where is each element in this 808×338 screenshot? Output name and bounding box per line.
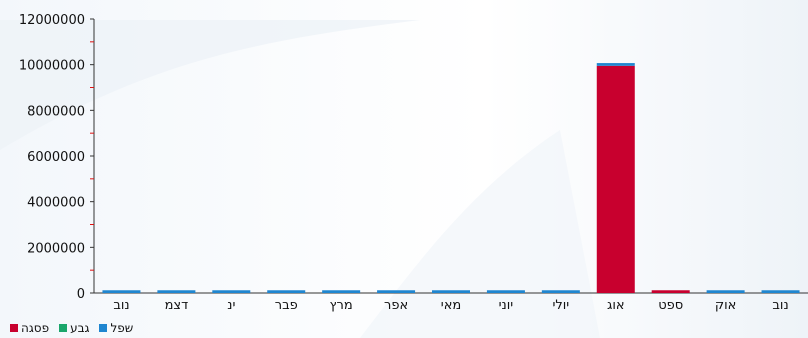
bar-segment <box>761 290 800 293</box>
x-tick-label: נוב <box>113 298 129 313</box>
bar-segment <box>377 290 416 293</box>
x-tick-label: יולי <box>552 298 569 313</box>
legend-swatch-low <box>99 324 108 332</box>
y-tick-label: 4000000 <box>27 196 85 211</box>
y-tick-label: 2000000 <box>27 241 85 256</box>
bar-segment <box>486 290 525 293</box>
y-tick-label: 12000000 <box>19 13 85 28</box>
legend-item-low: שפל <box>99 321 133 335</box>
legend-label-mid: גבע <box>70 321 90 335</box>
bar-segment <box>212 290 251 293</box>
legend-label-low: שפל <box>110 321 134 335</box>
bar-segment <box>596 65 635 293</box>
bar-segment <box>432 290 470 293</box>
x-tick-label: אוג <box>607 298 625 313</box>
bar-segment <box>267 290 306 293</box>
bar-chart: 0 2000000 4000000 6000000 8000000 10000000 120… <box>19 13 808 313</box>
x-tick-label: אפר <box>384 298 408 313</box>
bar-segment <box>541 290 580 293</box>
x-tick-label: מרץ <box>330 298 353 313</box>
x-tick-label: ספט <box>658 298 683 313</box>
bar-segment <box>102 290 141 293</box>
y-tick-label: 6000000 <box>27 150 85 165</box>
bar-segment <box>706 290 745 293</box>
bar-segment <box>596 63 635 66</box>
legend-swatch-peak <box>10 324 18 332</box>
legend-item-peak: פסגה <box>10 321 49 335</box>
bar-segment <box>322 290 361 293</box>
legend-swatch-mid <box>59 324 68 332</box>
bar-segment <box>651 290 690 293</box>
x-tick-label: דצמ <box>165 298 189 313</box>
y-tick-label: 0 <box>77 287 85 302</box>
x-tick-label: נוב <box>772 298 788 313</box>
legend-label-peak: פסגה <box>21 321 50 335</box>
x-tick-label: מאי <box>441 298 461 313</box>
x-tick-label: אוק <box>715 298 736 313</box>
x-tick-label: פבר <box>275 298 298 313</box>
y-tick-label: 10000000 <box>19 59 85 74</box>
bar-segment <box>157 290 196 293</box>
y-tick-label: 8000000 <box>27 104 85 119</box>
legend: פסגה גבע שפל <box>10 320 133 336</box>
x-tick-label: ינ <box>227 298 235 313</box>
x-tick-label: יוני <box>499 298 514 313</box>
legend-item-mid: גבע <box>59 321 89 335</box>
